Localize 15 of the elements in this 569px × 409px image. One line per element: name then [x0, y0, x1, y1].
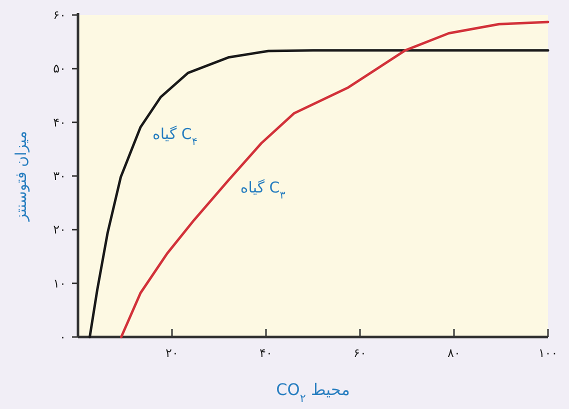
y-axis-title: میزان فتوسنتز [12, 130, 30, 222]
y-tick-label: ۵۰ [53, 62, 66, 76]
y-tick-label: ۳۰ [53, 169, 66, 183]
x-tick-label: ۲۰ [166, 346, 178, 360]
y-tick-label: ۰ [60, 330, 66, 344]
series-label: گیاه C$_{۳}$ [240, 178, 286, 202]
x-tick-label: ۱۰۰ [538, 346, 558, 360]
x-tick-label: ۸۰ [448, 346, 460, 360]
series-label: گیاه C$_{۴}$ [152, 125, 198, 148]
x-tick-label: ۴۰ [260, 346, 272, 360]
y-tick-label: ۴۰ [53, 115, 66, 130]
y-tick-label: ۱۰ [53, 276, 66, 290]
x-tick-label: ۶۰ [354, 346, 366, 360]
y-tick-label: ۲۰ [53, 222, 66, 237]
y-tick-label: ۶۰ [53, 8, 66, 22]
